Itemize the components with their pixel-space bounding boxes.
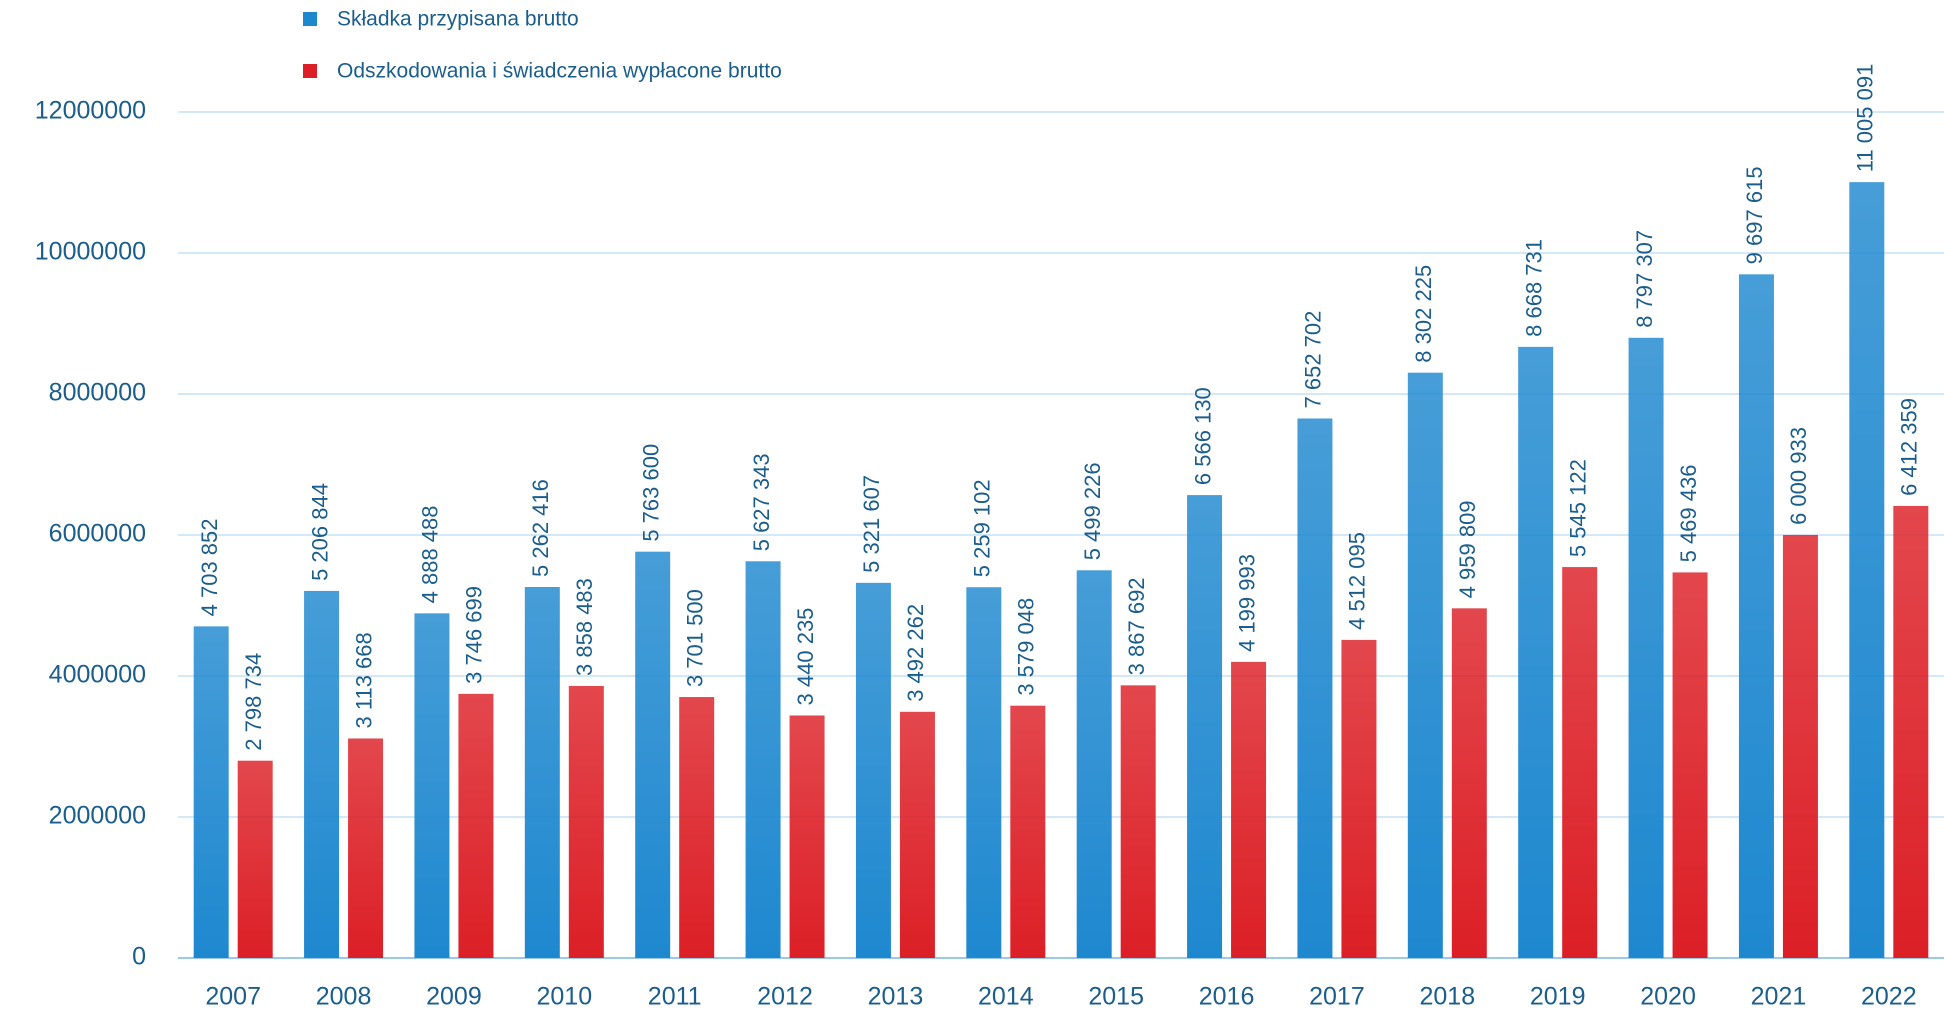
bar xyxy=(1076,570,1112,958)
value-label: 8 797 307 xyxy=(1632,230,1657,328)
bar xyxy=(1518,346,1554,958)
value-label: 11 005 091 xyxy=(1853,64,1878,172)
bar xyxy=(679,697,715,958)
value-label: 6 566 130 xyxy=(1190,387,1215,485)
y-tick-label: 6000000 xyxy=(49,520,146,548)
x-tick-label: 2020 xyxy=(1640,983,1696,1011)
bar xyxy=(635,551,671,958)
y-tick-label: 12000000 xyxy=(35,97,146,125)
value-label: 3 440 235 xyxy=(793,608,818,706)
bar xyxy=(1120,685,1156,958)
x-tick-label: 2015 xyxy=(1088,983,1144,1011)
x-tick-label: 2010 xyxy=(537,983,593,1011)
bar xyxy=(745,561,781,958)
value-label: 4 512 095 xyxy=(1345,532,1370,630)
x-tick-label: 2011 xyxy=(648,983,702,1011)
bar xyxy=(1297,418,1333,958)
x-tick-label: 2022 xyxy=(1861,983,1917,1011)
bar xyxy=(1451,608,1487,958)
bar xyxy=(1893,505,1929,958)
x-tick-label: 2014 xyxy=(978,983,1034,1011)
bar xyxy=(348,738,384,958)
value-label: 5 321 607 xyxy=(859,475,884,573)
x-tick-label: 2007 xyxy=(205,983,261,1011)
x-tick-label: 2012 xyxy=(757,983,813,1011)
value-label: 5 262 416 xyxy=(528,479,553,577)
bar xyxy=(899,711,935,958)
bar xyxy=(1849,182,1885,958)
bar xyxy=(855,582,891,958)
bar xyxy=(1231,661,1267,958)
value-label: 3 746 699 xyxy=(462,586,487,684)
value-label: 5 545 122 xyxy=(1566,459,1591,557)
y-tick-label: 2000000 xyxy=(49,802,146,830)
bar xyxy=(1010,705,1046,958)
value-label: 2 798 734 xyxy=(241,653,266,751)
bar xyxy=(1672,572,1708,958)
y-tick-label: 10000000 xyxy=(35,238,146,266)
y-tick-label: 8000000 xyxy=(49,379,146,407)
bar xyxy=(1187,495,1223,958)
value-label: 4 703 852 xyxy=(197,519,222,617)
value-label: 3 858 483 xyxy=(572,578,597,676)
value-label: 4 888 488 xyxy=(418,505,443,603)
bar xyxy=(237,760,273,958)
bar xyxy=(966,587,1002,958)
value-label: 3 113 668 xyxy=(351,632,376,728)
value-label: 5 499 226 xyxy=(1080,462,1105,560)
value-label: 4 959 809 xyxy=(1455,500,1480,598)
x-tick-label: 2009 xyxy=(426,983,482,1011)
bar xyxy=(1782,534,1818,958)
value-label: 3 492 262 xyxy=(903,604,928,702)
value-label: 5 206 844 xyxy=(307,483,332,581)
x-tick-label: 2016 xyxy=(1199,983,1255,1011)
bar xyxy=(414,613,450,958)
legend-swatch xyxy=(303,64,317,78)
x-tick-label: 2019 xyxy=(1530,983,1586,1011)
x-tick-label: 2021 xyxy=(1751,983,1807,1011)
value-label: 5 469 436 xyxy=(1676,465,1701,563)
value-label: 3 579 048 xyxy=(1014,598,1039,696)
bar xyxy=(1341,639,1377,958)
legend-swatch xyxy=(303,12,317,26)
bar xyxy=(304,590,340,958)
bar xyxy=(568,685,604,958)
bar xyxy=(1738,274,1774,959)
value-label: 5 259 102 xyxy=(970,479,995,577)
value-label: 8 302 225 xyxy=(1411,265,1436,363)
y-tick-label: 0 xyxy=(132,943,146,971)
legend-label: Składka przypisana brutto xyxy=(337,8,579,31)
value-label: 5 763 600 xyxy=(639,444,664,542)
value-label: 3 701 500 xyxy=(683,589,708,687)
x-tick-label: 2013 xyxy=(868,983,924,1011)
bar xyxy=(1407,372,1443,959)
bar xyxy=(1628,337,1664,958)
bar xyxy=(193,626,229,958)
value-label: 6 412 359 xyxy=(1897,398,1922,496)
y-tick-label: 4000000 xyxy=(49,661,146,689)
value-label: 9 697 615 xyxy=(1742,166,1767,264)
value-label: 6 000 933 xyxy=(1786,427,1811,525)
bar xyxy=(1562,567,1598,958)
value-label: 4 199 993 xyxy=(1234,554,1259,652)
x-tick-label: 2018 xyxy=(1420,983,1476,1011)
value-label: 5 627 343 xyxy=(749,453,774,551)
bar xyxy=(458,693,494,958)
x-tick-label: 2017 xyxy=(1309,983,1365,1011)
legend-label: Odszkodowania i świadczenia wypłacone br… xyxy=(337,60,782,83)
x-tick-label: 2008 xyxy=(316,983,372,1011)
bar xyxy=(789,715,825,958)
value-label: 8 668 731 xyxy=(1522,239,1547,337)
bar xyxy=(524,586,560,958)
value-label: 7 652 702 xyxy=(1301,311,1326,409)
value-label: 3 867 692 xyxy=(1124,577,1149,675)
